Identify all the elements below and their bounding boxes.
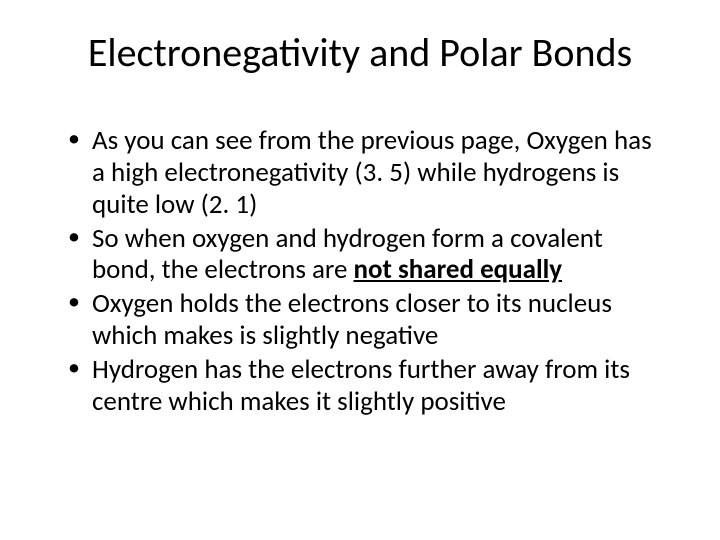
bullet-list: As you can see from the previous page, O… [48, 125, 672, 418]
list-item: So when oxygen and hydrogen form a coval… [68, 223, 664, 287]
bullet-text: Hydrogen has the electrons further away … [92, 353, 630, 418]
bullet-emph: not shared equally [354, 253, 563, 286]
list-item: Oxygen holds the electrons closer to its… [68, 288, 664, 352]
bullet-text: Oxygen holds the electrons closer to its… [92, 287, 612, 352]
list-item: As you can see from the previous page, O… [68, 125, 664, 221]
slide-title: Electronegativity and Polar Bonds [48, 28, 672, 77]
list-item: Hydrogen has the electrons further away … [68, 354, 664, 418]
slide: Electronegativity and Polar Bonds As you… [0, 0, 720, 540]
bullet-text: As you can see from the previous page, O… [92, 124, 652, 221]
